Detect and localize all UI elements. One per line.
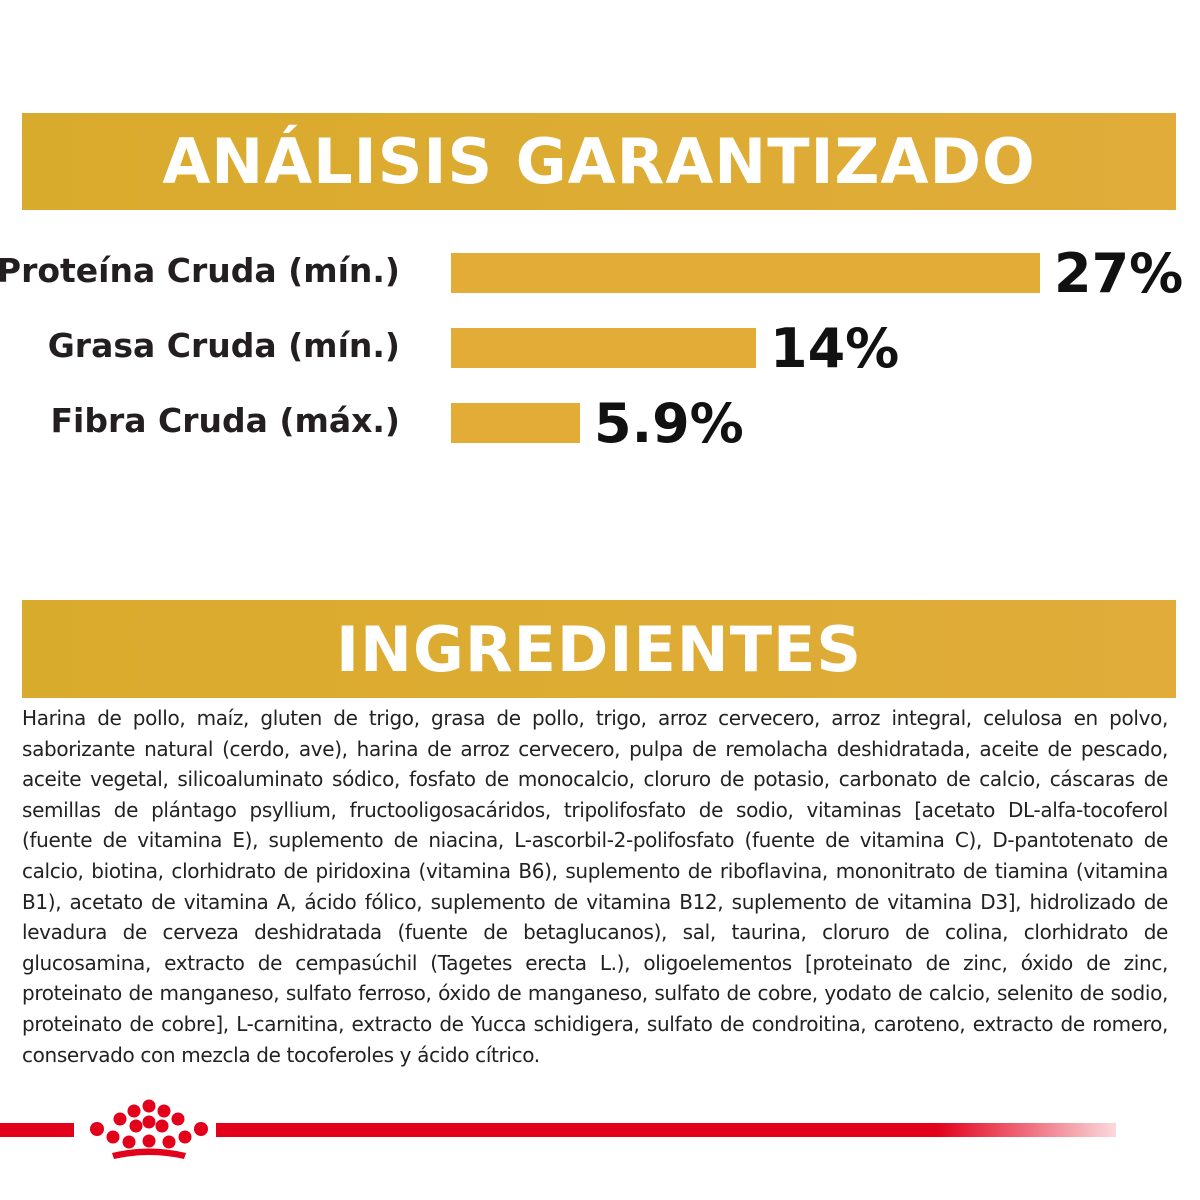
crown-icon [90,1099,208,1159]
analysis-header: ANÁLISIS GARANTIZADO [22,113,1176,210]
bar [451,328,756,368]
analysis-bar-chart: Proteína Cruda (mín.) 27% Grasa Cruda (mín… [0,240,1200,470]
ingredients-text: Harina de pollo, maíz, gluten de trigo, … [22,706,1168,1067]
footer-line-left [0,1123,74,1137]
bar-value-label: 27% [1054,241,1184,305]
ingredients-header: INGREDIENTES [22,600,1176,698]
bar-row: Proteína Cruda (mín.) 27% [0,240,1200,305]
bar-row: Grasa Cruda (mín.) 14% [0,315,1200,380]
bar [451,403,580,443]
bar-value-label: 5.9% [594,391,744,455]
footer-line-right [216,1123,1116,1137]
bar-label: Fibra Cruda (máx.) [50,400,400,440]
bar-label: Proteína Cruda (mín.) [0,250,400,290]
bar-row: Fibra Cruda (máx.) 5.9% [0,390,1200,455]
bar-value-label: 14% [770,316,900,380]
bar-label: Grasa Cruda (mín.) [47,325,400,365]
bar [451,253,1040,293]
